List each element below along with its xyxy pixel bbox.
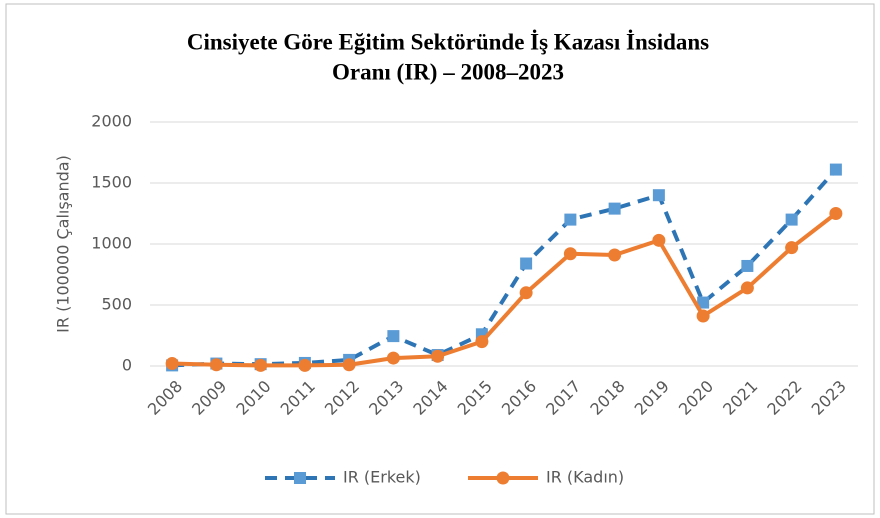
marker [386,351,400,365]
marker [652,189,665,202]
y-tick-label: 500 [101,295,132,314]
marker [652,233,666,247]
chart-title: Oranı (IR) – 2008–2023 [332,59,564,84]
marker [475,335,489,349]
y-tick-label: 1000 [91,234,132,253]
y-tick-label: 1500 [91,173,132,192]
legend-label: IR (Erkek) [343,468,421,487]
marker [342,358,356,372]
marker [431,349,445,363]
marker [608,248,622,262]
y-axis-label: IR (100000 Çalışanda) [54,155,73,333]
marker [564,213,577,226]
series-line [172,211,838,368]
y-tick-label: 0 [122,356,132,375]
marker [209,358,223,372]
chart-border [5,3,875,515]
marker [165,357,179,371]
chart-title: Cinsiyete Göre Eğitim Sektöründe İş Kaza… [187,29,709,54]
marker [298,358,312,372]
y-tick-label: 2000 [91,112,132,131]
marker [697,296,710,309]
marker [563,247,577,261]
marker [741,259,754,272]
marker [829,207,843,220]
marker [608,202,621,215]
marker [520,257,533,270]
marker [785,241,799,255]
marker [785,213,798,226]
marker [519,286,533,300]
legend-label: IR (Kadın) [546,468,624,487]
legend-marker [294,472,306,484]
marker [387,330,400,343]
marker [696,309,710,323]
legend-marker [496,471,510,485]
marker [254,358,268,372]
marker [829,163,842,176]
marker [740,281,754,295]
